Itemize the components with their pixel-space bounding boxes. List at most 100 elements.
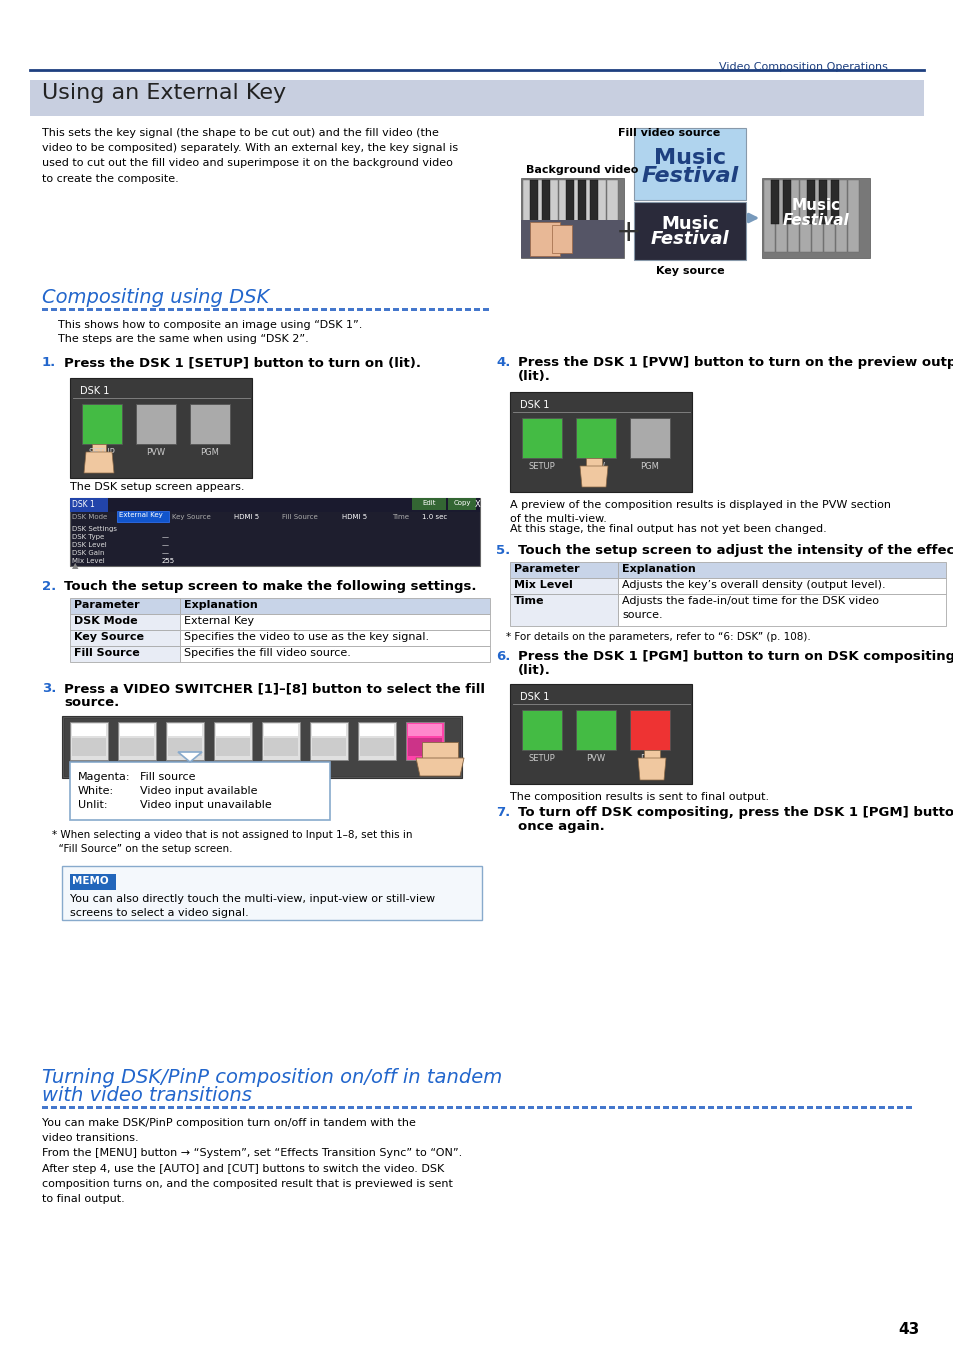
Bar xyxy=(545,1106,552,1108)
Bar xyxy=(87,308,92,310)
Bar xyxy=(761,178,869,258)
Bar xyxy=(833,1106,840,1108)
Text: At this stage, the final output has not yet been changed.: At this stage, the final output has not … xyxy=(510,524,826,535)
Text: Specifies the video to use as the key signal.: Specifies the video to use as the key si… xyxy=(184,632,429,643)
Text: HDMI 5: HDMI 5 xyxy=(233,514,259,520)
Bar xyxy=(571,180,581,252)
Text: Press a VIDEO SWITCHER [1]–[8] button to select the fill: Press a VIDEO SWITCHER [1]–[8] button to… xyxy=(64,682,484,695)
Text: DSK Type: DSK Type xyxy=(71,535,104,540)
Bar xyxy=(527,1106,534,1108)
Bar xyxy=(510,392,691,491)
Bar xyxy=(366,1106,372,1108)
Bar xyxy=(105,1106,111,1108)
Bar xyxy=(70,498,108,512)
Bar xyxy=(267,308,273,310)
Text: * When selecting a video that is not assigned to Input 1–8, set this in
  “Fill : * When selecting a video that is not ass… xyxy=(52,830,412,855)
Bar xyxy=(411,308,416,310)
Bar xyxy=(578,180,585,224)
Bar xyxy=(408,724,441,736)
Text: Time: Time xyxy=(514,595,544,606)
Bar xyxy=(240,308,246,310)
Bar xyxy=(510,562,618,578)
Bar xyxy=(743,1106,749,1108)
Bar xyxy=(120,724,153,736)
Bar xyxy=(482,1106,489,1108)
Bar xyxy=(213,722,252,760)
Bar xyxy=(618,594,945,626)
Bar xyxy=(303,308,309,310)
Bar xyxy=(240,1106,246,1108)
Bar xyxy=(231,308,236,310)
Text: 1.: 1. xyxy=(42,356,56,369)
Text: Press the DSK 1 [SETUP] button to turn on (lit).: Press the DSK 1 [SETUP] button to turn o… xyxy=(64,356,420,369)
Bar xyxy=(70,630,180,647)
Bar xyxy=(71,738,106,756)
Bar xyxy=(595,180,605,252)
Bar xyxy=(70,498,479,566)
Text: DSK 1: DSK 1 xyxy=(519,400,549,410)
Bar xyxy=(118,722,156,760)
Bar xyxy=(456,308,461,310)
Bar xyxy=(806,1106,812,1108)
Bar xyxy=(835,180,846,252)
Text: This sets the key signal (the shape to be cut out) and the fill video (the
video: This sets the key signal (the shape to b… xyxy=(42,128,457,184)
Bar xyxy=(537,1106,542,1108)
Text: Compositing using DSK: Compositing using DSK xyxy=(42,288,269,306)
Text: ▲: ▲ xyxy=(71,562,78,570)
Bar xyxy=(348,308,354,310)
Bar xyxy=(573,1106,578,1108)
Bar xyxy=(356,1106,363,1108)
Text: DSK 1: DSK 1 xyxy=(519,693,549,702)
Bar xyxy=(275,308,282,310)
Text: You can also directly touch the multi-view, input-view or still-view
screens to : You can also directly touch the multi-vi… xyxy=(70,894,435,918)
Bar xyxy=(474,1106,479,1108)
Bar xyxy=(141,1106,147,1108)
Bar xyxy=(818,180,826,224)
Bar xyxy=(510,578,618,594)
Bar xyxy=(558,180,569,252)
Bar xyxy=(384,308,390,310)
Bar xyxy=(180,630,490,647)
Bar xyxy=(851,1106,857,1108)
Text: 4.: 4. xyxy=(496,356,510,369)
Text: SETUP: SETUP xyxy=(528,755,555,763)
Polygon shape xyxy=(579,466,607,487)
Bar xyxy=(348,1106,354,1108)
Text: PVW: PVW xyxy=(586,755,605,763)
Text: Fill video source: Fill video source xyxy=(618,128,720,138)
Bar xyxy=(824,1106,830,1108)
Bar xyxy=(797,1106,803,1108)
Text: SETUP: SETUP xyxy=(89,448,115,458)
Bar xyxy=(204,1106,210,1108)
Text: 3.: 3. xyxy=(42,682,56,695)
Bar xyxy=(518,1106,524,1108)
Bar xyxy=(589,180,598,224)
Polygon shape xyxy=(585,458,601,466)
Bar xyxy=(159,1106,165,1108)
Bar xyxy=(64,718,459,776)
Bar xyxy=(634,202,745,261)
Bar xyxy=(707,1106,713,1108)
Polygon shape xyxy=(638,757,665,780)
Bar xyxy=(42,1106,48,1108)
Bar xyxy=(82,404,122,444)
Bar xyxy=(861,1106,866,1108)
Text: Magenta:: Magenta: xyxy=(78,772,131,782)
Text: DSK Mode: DSK Mode xyxy=(71,514,107,520)
Bar xyxy=(530,221,559,256)
Bar xyxy=(150,308,156,310)
Bar xyxy=(606,180,618,252)
Text: 1.0 sec: 1.0 sec xyxy=(421,514,447,520)
Text: PGM: PGM xyxy=(639,755,659,763)
Text: DSK 1: DSK 1 xyxy=(71,500,94,509)
Text: +: + xyxy=(616,217,641,247)
Bar xyxy=(811,180,822,252)
Bar xyxy=(437,1106,443,1108)
Text: with video transitions: with video transitions xyxy=(42,1085,252,1106)
Bar xyxy=(294,1106,299,1108)
Bar xyxy=(51,308,57,310)
Bar xyxy=(303,1106,309,1108)
Text: Turning DSK/PinP composition on/off in tandem: Turning DSK/PinP composition on/off in t… xyxy=(42,1068,501,1087)
Bar xyxy=(257,1106,264,1108)
Text: 43: 43 xyxy=(898,1322,919,1336)
